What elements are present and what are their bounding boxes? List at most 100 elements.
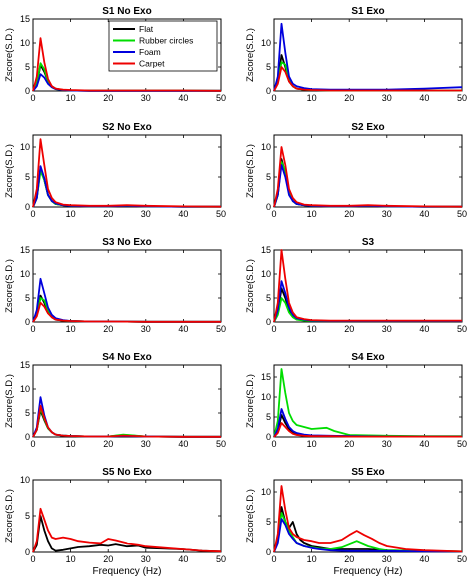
y-tick-label: 0 xyxy=(266,317,271,327)
y-tick-label: 15 xyxy=(20,14,30,24)
series-line-carpet xyxy=(273,485,463,553)
x-tick-label: 40 xyxy=(178,324,188,334)
y-tick-label: 10 xyxy=(261,38,271,48)
subplot-title: S5 Exo xyxy=(351,467,384,478)
x-tick-label: 50 xyxy=(457,554,467,564)
subplot-title: S5 No Exo xyxy=(102,467,151,478)
subplot-title: S4 No Exo xyxy=(102,352,151,363)
y-tick-label: 10 xyxy=(20,269,30,279)
subplot: S4 Exo 0 10 20 30 40 50 0 5 10 15 Zscore(S.D.) xyxy=(245,352,467,449)
x-tick-label: 30 xyxy=(382,93,392,103)
x-tick-label: 20 xyxy=(103,93,113,103)
y-tick-label: 10 xyxy=(20,384,30,394)
x-tick-label: 0 xyxy=(30,93,35,103)
series-line-carpet xyxy=(273,146,463,208)
x-tick-label: 40 xyxy=(419,554,429,564)
y-tick-label: 5 xyxy=(266,293,271,303)
y-tick-label: 0 xyxy=(266,547,271,557)
y-tick-label: 10 xyxy=(20,142,30,152)
y-tick-label: 10 xyxy=(20,38,30,48)
axes-box xyxy=(32,134,222,208)
series-line-carpet xyxy=(273,422,462,438)
y-axis-label: Zscore(S.D.) xyxy=(245,374,256,428)
y-axis-label: Zscore(S.D.) xyxy=(4,259,15,313)
y-tick-label: 0 xyxy=(266,86,271,96)
axes-box xyxy=(273,364,463,438)
x-tick-label: 30 xyxy=(141,209,151,219)
y-tick-label: 5 xyxy=(25,172,30,182)
subplot: S2 Exo 0 10 20 30 40 50 0 5 10 Zscore(S.D.) xyxy=(245,122,467,219)
axes-box xyxy=(32,364,222,438)
y-tick-label: 5 xyxy=(266,517,271,527)
series-line-carpet xyxy=(32,301,221,323)
y-axis-label: Zscore(S.D.) xyxy=(4,28,15,82)
x-tick-label: 10 xyxy=(307,93,317,103)
x-tick-label: 30 xyxy=(141,324,151,334)
x-tick-label: 50 xyxy=(457,439,467,449)
x-tick-label: 30 xyxy=(382,554,392,564)
legend-label: Foam xyxy=(139,47,161,57)
y-tick-label: 15 xyxy=(20,360,30,370)
x-tick-label: 20 xyxy=(344,554,354,564)
x-tick-label: 50 xyxy=(216,209,226,219)
y-tick-label: 5 xyxy=(266,62,271,72)
x-tick-label: 50 xyxy=(457,324,467,334)
y-tick-label: 10 xyxy=(261,392,271,402)
x-tick-label: 20 xyxy=(344,209,354,219)
x-tick-label: 10 xyxy=(307,209,317,219)
x-tick-label: 20 xyxy=(344,93,354,103)
y-tick-label: 10 xyxy=(261,269,271,279)
x-tick-label: 50 xyxy=(216,439,226,449)
y-tick-label: 5 xyxy=(25,511,30,521)
x-tick-label: 0 xyxy=(30,554,35,564)
y-tick-label: 5 xyxy=(25,408,30,418)
x-tick-label: 10 xyxy=(66,324,76,334)
series-line-carpet xyxy=(273,249,462,323)
x-tick-label: 0 xyxy=(271,554,276,564)
subplot: S5 No Exo 0 10 20 30 40 50 0 5 10 Zscore(S.D.) Freq… xyxy=(4,467,226,577)
x-tick-label: 20 xyxy=(103,324,113,334)
subplot: S5 Exo 0 10 20 30 40 50 0 5 10 Zscore(S.D.) Frequen… xyxy=(245,467,467,577)
subplot-title: S4 Exo xyxy=(351,352,384,363)
x-tick-label: 50 xyxy=(216,93,226,103)
subplot: S3 No Exo 0 10 20 30 40 50 0 5 10 15 Zscore(S.D.) xyxy=(4,237,226,334)
y-tick-label: 0 xyxy=(25,86,30,96)
x-axis-label: Frequency (Hz) xyxy=(334,566,403,577)
x-tick-label: 10 xyxy=(66,439,76,449)
subplot: S3 0 10 20 30 40 50 0 5 10 15 Zscore(S.D.) xyxy=(245,237,467,334)
y-tick-label: 10 xyxy=(20,475,30,485)
y-tick-label: 0 xyxy=(25,317,30,327)
subplot-title: S3 No Exo xyxy=(102,237,151,248)
axes-box xyxy=(32,249,222,323)
x-tick-label: 10 xyxy=(66,93,76,103)
x-tick-label: 50 xyxy=(457,93,467,103)
x-tick-label: 50 xyxy=(457,209,467,219)
x-tick-label: 30 xyxy=(382,439,392,449)
y-axis-label: Zscore(S.D.) xyxy=(245,144,256,198)
subplot-title: S1 No Exo xyxy=(102,6,151,17)
x-tick-label: 0 xyxy=(30,324,35,334)
x-tick-label: 40 xyxy=(419,324,429,334)
legend-label: Carpet xyxy=(139,59,165,69)
y-tick-label: 5 xyxy=(25,62,30,72)
x-tick-label: 0 xyxy=(271,324,276,334)
x-tick-label: 30 xyxy=(141,554,151,564)
subplot: S1 Exo 0 10 20 30 40 50 0 5 10 Zscore(S.D.) xyxy=(245,6,467,103)
series-line-carpet xyxy=(32,138,222,208)
y-tick-label: 10 xyxy=(261,487,271,497)
x-tick-label: 40 xyxy=(178,209,188,219)
x-tick-label: 20 xyxy=(344,324,354,334)
x-tick-label: 40 xyxy=(419,209,429,219)
axes-box xyxy=(273,18,463,92)
axes-box xyxy=(273,134,463,208)
x-tick-label: 20 xyxy=(103,209,113,219)
y-tick-label: 5 xyxy=(266,412,271,422)
x-tick-label: 50 xyxy=(216,324,226,334)
y-tick-label: 10 xyxy=(261,142,271,152)
x-tick-label: 30 xyxy=(382,209,392,219)
series-line-flat xyxy=(32,515,222,553)
x-tick-label: 40 xyxy=(178,439,188,449)
y-tick-label: 0 xyxy=(25,432,30,442)
x-tick-label: 10 xyxy=(66,554,76,564)
series-line-foam xyxy=(273,518,462,553)
